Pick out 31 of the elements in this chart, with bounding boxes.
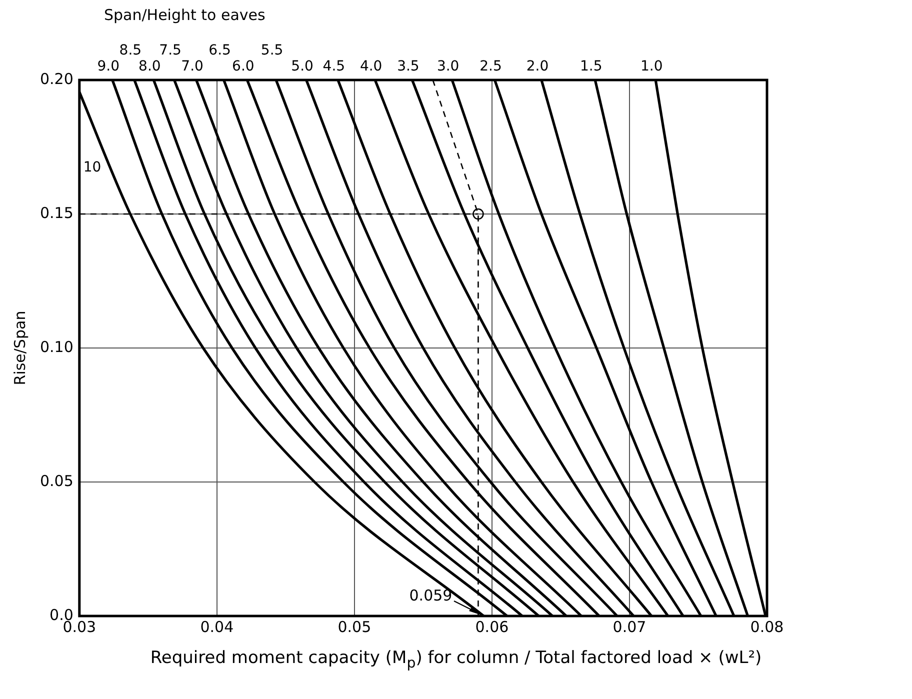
series-label: 5.0 xyxy=(291,58,314,75)
y-tick-label: 0.15 xyxy=(40,204,74,222)
series-label: 8.0 xyxy=(138,58,161,75)
series-label: 3.5 xyxy=(397,58,420,75)
series-label: 2.5 xyxy=(480,58,502,75)
series-label: 5.5 xyxy=(260,42,284,59)
series-label: 4.5 xyxy=(322,58,346,75)
x-tick-label: 0.07 xyxy=(612,618,646,636)
series-label: 4.0 xyxy=(360,58,382,75)
x-tick-label: 0.05 xyxy=(338,618,372,636)
annotation: 0.059 xyxy=(409,586,452,604)
series-label: 8.5 xyxy=(119,42,142,59)
x-tick-label: 0.04 xyxy=(200,618,234,636)
series-label: 1.0 xyxy=(640,58,663,75)
x-axis-title: Required moment capacity (M$_{p}$) for column / Total factored load × (wL²) xyxy=(149,648,763,672)
series-label: 9.0 xyxy=(97,58,120,75)
series-label: 6.0 xyxy=(232,58,254,75)
series-label: 7.0 xyxy=(181,58,204,75)
series-label: 1.5 xyxy=(580,58,602,75)
x-tick-label: 0.06 xyxy=(475,618,509,636)
y-tick-label: 0.20 xyxy=(40,70,74,88)
series-label: 3.0 xyxy=(436,58,460,75)
x2-axis-title: Span/Height to eaves xyxy=(104,6,266,24)
y-axis-title: Rise/Span xyxy=(10,310,29,386)
series-label: 6.5 xyxy=(208,42,231,59)
x-tick-label: 0.08 xyxy=(750,618,784,636)
y-tick-label: 0.10 xyxy=(40,338,74,356)
series-label: 2.0 xyxy=(526,58,549,75)
series-label: 7.5 xyxy=(159,42,182,59)
y-tick-label: 0.05 xyxy=(40,472,74,490)
series-label: 10 xyxy=(83,160,102,176)
